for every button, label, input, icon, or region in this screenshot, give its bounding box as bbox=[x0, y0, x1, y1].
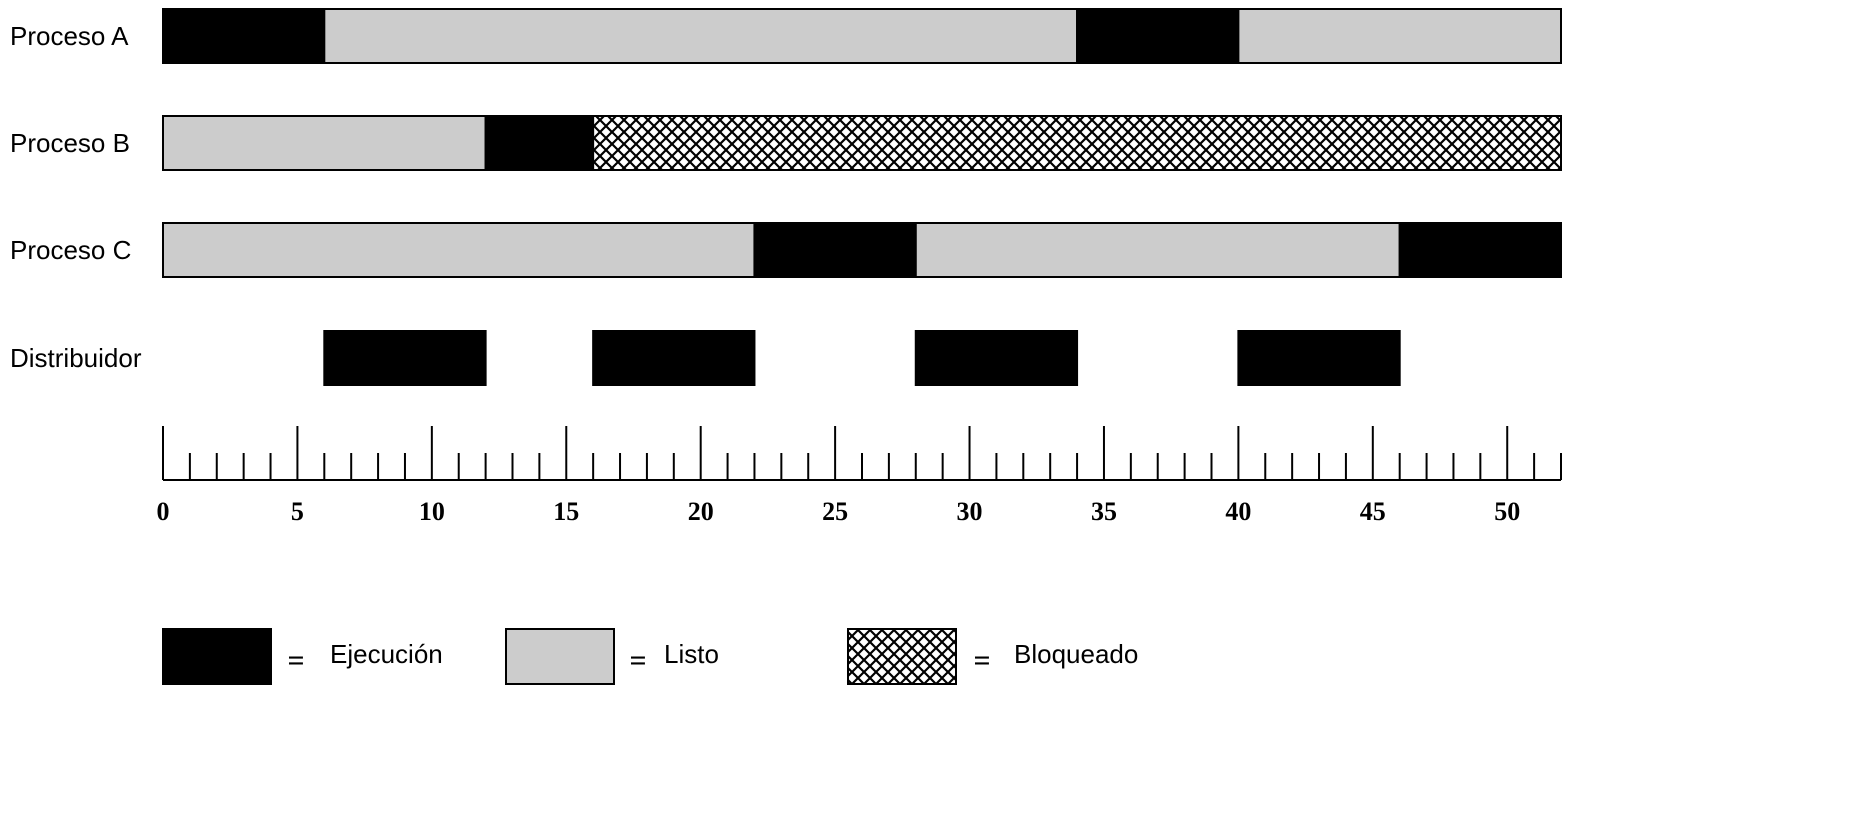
rows-layer: Proceso A Proceso B Proceso C Distribuidor bbox=[10, 8, 1563, 386]
legend-equals: = bbox=[973, 644, 990, 677]
segment-ejecucion bbox=[1398, 222, 1562, 278]
segment-ejecucion bbox=[484, 115, 595, 171]
segment-ejecucion bbox=[1076, 8, 1240, 64]
legend-swatch-bloqueado bbox=[847, 628, 957, 685]
row-proceso-b: Proceso B bbox=[10, 115, 1562, 171]
row-label: Proceso C bbox=[10, 235, 131, 265]
legend-label: Listo bbox=[664, 639, 719, 669]
segment-ejecucion bbox=[914, 330, 1079, 386]
legend-swatch-listo bbox=[505, 628, 615, 685]
legend: = Ejecución = Listo = Bloqueado bbox=[162, 628, 1138, 685]
tick-label: 0 bbox=[157, 497, 170, 526]
legend-item-bloqueado: = Bloqueado bbox=[847, 628, 1138, 685]
tick-label: 40 bbox=[1225, 497, 1251, 526]
row-label: Proceso B bbox=[10, 128, 130, 158]
tick-label: 35 bbox=[1091, 497, 1117, 526]
row-proceso-a: Proceso A bbox=[10, 8, 1563, 64]
segment-listo bbox=[162, 222, 756, 278]
segment-ejecucion bbox=[162, 8, 326, 64]
legend-equals: = bbox=[287, 644, 304, 677]
segment-ejecucion bbox=[592, 330, 756, 386]
legend-swatch-ejecucion bbox=[162, 628, 272, 685]
row-label: Proceso A bbox=[10, 21, 129, 51]
segment-bloqueado bbox=[592, 115, 1562, 171]
segment-ejecucion bbox=[1237, 330, 1401, 386]
segment-listo bbox=[162, 115, 487, 171]
tick-label: 30 bbox=[957, 497, 983, 526]
tick-label: 25 bbox=[822, 497, 848, 526]
tick-label: 10 bbox=[419, 497, 445, 526]
segment-listo bbox=[1237, 8, 1563, 64]
tick-label: 20 bbox=[688, 497, 714, 526]
legend-item-listo: = Listo bbox=[505, 628, 719, 685]
row-distribuidor: Distribuidor bbox=[10, 330, 1401, 386]
row-proceso-c: Proceso C bbox=[10, 222, 1562, 278]
time-axis: 0 5 10 15 20 25 30 35 40 45 50 bbox=[157, 426, 1562, 526]
segment-listo bbox=[323, 8, 1079, 64]
tick-label: 5 bbox=[291, 497, 304, 526]
tick-label: 45 bbox=[1360, 497, 1386, 526]
legend-equals: = bbox=[629, 644, 646, 677]
legend-item-ejecucion: = Ejecución bbox=[162, 628, 443, 685]
tick-label: 15 bbox=[553, 497, 579, 526]
segment-listo bbox=[914, 222, 1401, 278]
tick-label: 50 bbox=[1494, 497, 1520, 526]
legend-label: Ejecución bbox=[330, 639, 443, 669]
row-label: Distribuidor bbox=[10, 343, 142, 373]
segment-ejecucion bbox=[323, 330, 487, 386]
legend-label: Bloqueado bbox=[1014, 639, 1138, 669]
segment-ejecucion bbox=[753, 222, 917, 278]
